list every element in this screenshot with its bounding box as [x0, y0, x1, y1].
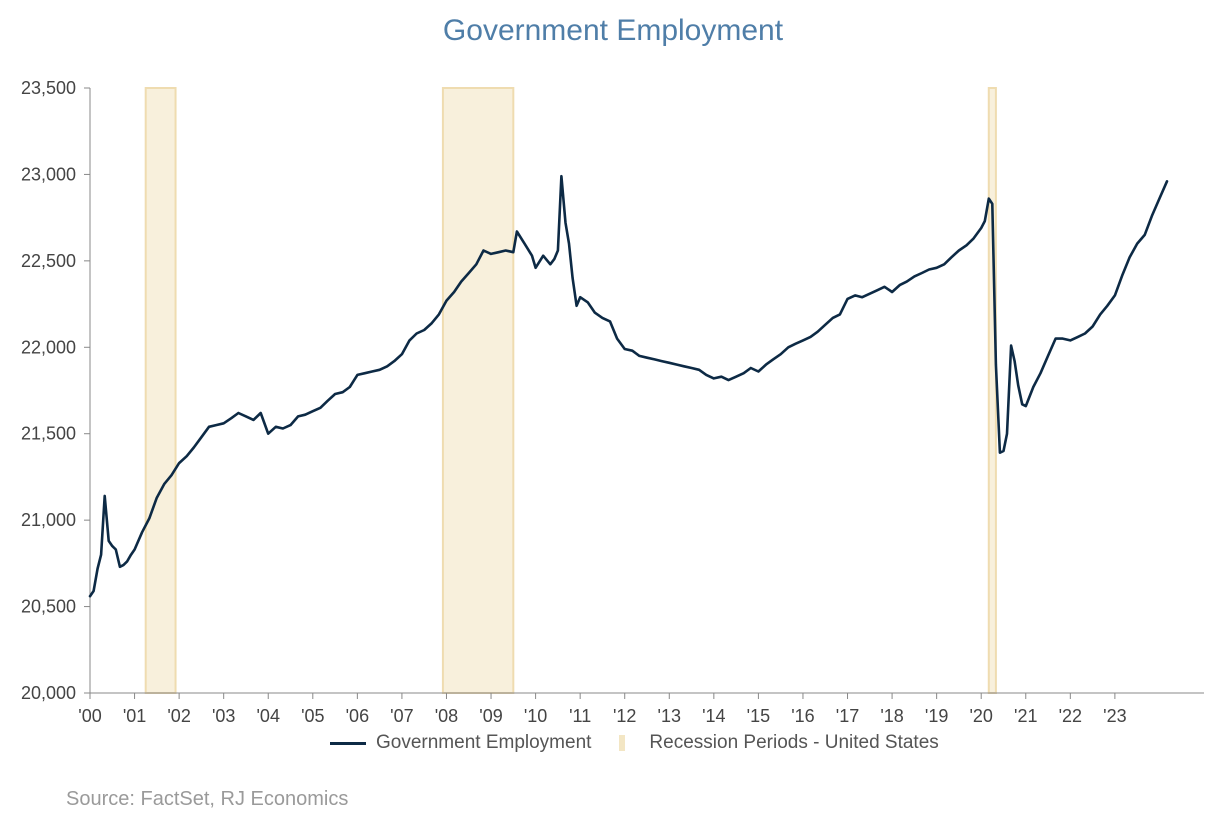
- y-tick-label: 20,000: [21, 683, 76, 703]
- x-tick-label: '04: [257, 706, 280, 726]
- recession-band-1: [144, 87, 177, 694]
- x-tick-label: '15: [747, 706, 770, 726]
- x-tick-label: '01: [123, 706, 146, 726]
- x-tick-label: '13: [658, 706, 681, 726]
- x-tick-label: '20: [969, 706, 992, 726]
- y-tick-label: 23,000: [21, 164, 76, 184]
- recession-bands: [144, 87, 997, 694]
- y-tick-label: 21,500: [21, 424, 76, 444]
- recession-band-3: [987, 87, 997, 694]
- x-tick-label: '22: [1059, 706, 1082, 726]
- x-tick-labels: '00 '01 '02 '03 '04 '05 '06 '07 '08 '09 '10 '11 '12 '…: [78, 693, 1127, 726]
- x-tick-label: '02: [167, 706, 190, 726]
- legend-item-government-employment: Government Employment: [330, 732, 591, 754]
- legend-line-swatch: [330, 741, 366, 745]
- y-tick-label: 23,500: [21, 78, 76, 98]
- y-tick-label: 20,500: [21, 597, 76, 617]
- x-tick-label: '06: [346, 706, 369, 726]
- x-tick-label: '19: [925, 706, 948, 726]
- legend-label-government-employment: Government Employment: [376, 732, 592, 753]
- y-tick-labels: 20,000 20,500 21,000 21,500 22,000 22,500 23,0…: [21, 78, 90, 703]
- x-tick-label: '21: [1014, 706, 1037, 726]
- x-tick-label: '14: [702, 706, 725, 726]
- x-tick-label: '17: [836, 706, 859, 726]
- legend-box-swatch: [619, 735, 626, 751]
- x-tick-label: '23: [1103, 706, 1126, 726]
- recession-band-2: [441, 87, 515, 694]
- legend-item-recession: Recession Periods - United States: [619, 732, 939, 754]
- legend: Government Employment Recession Periods …: [330, 730, 967, 756]
- x-tick-label: '11: [569, 706, 591, 726]
- x-tick-label: '18: [880, 706, 903, 726]
- x-tick-label: '00: [78, 706, 101, 726]
- x-tick-label: '07: [390, 706, 413, 726]
- x-tick-label: '12: [613, 706, 636, 726]
- y-tick-label: 22,500: [21, 251, 76, 271]
- x-tick-label: '10: [524, 706, 547, 726]
- legend-label-recession: Recession Periods - United States: [649, 732, 939, 753]
- y-tick-label: 22,000: [21, 337, 76, 357]
- y-tick-label: 21,000: [21, 510, 76, 530]
- chart-title: Government Employment: [442, 14, 784, 47]
- x-tick-label: '08: [435, 706, 458, 726]
- series-line-government-employment: [88, 174, 1169, 598]
- x-tick-label: '05: [301, 706, 324, 726]
- source-note: Source: FactSet, RJ Economics: [66, 788, 349, 810]
- series-lines: [88, 174, 1169, 598]
- x-tick-label: '03: [212, 706, 235, 726]
- x-tick-label: '09: [479, 706, 502, 726]
- axes: [89, 88, 1204, 694]
- x-tick-label: '16: [791, 706, 814, 726]
